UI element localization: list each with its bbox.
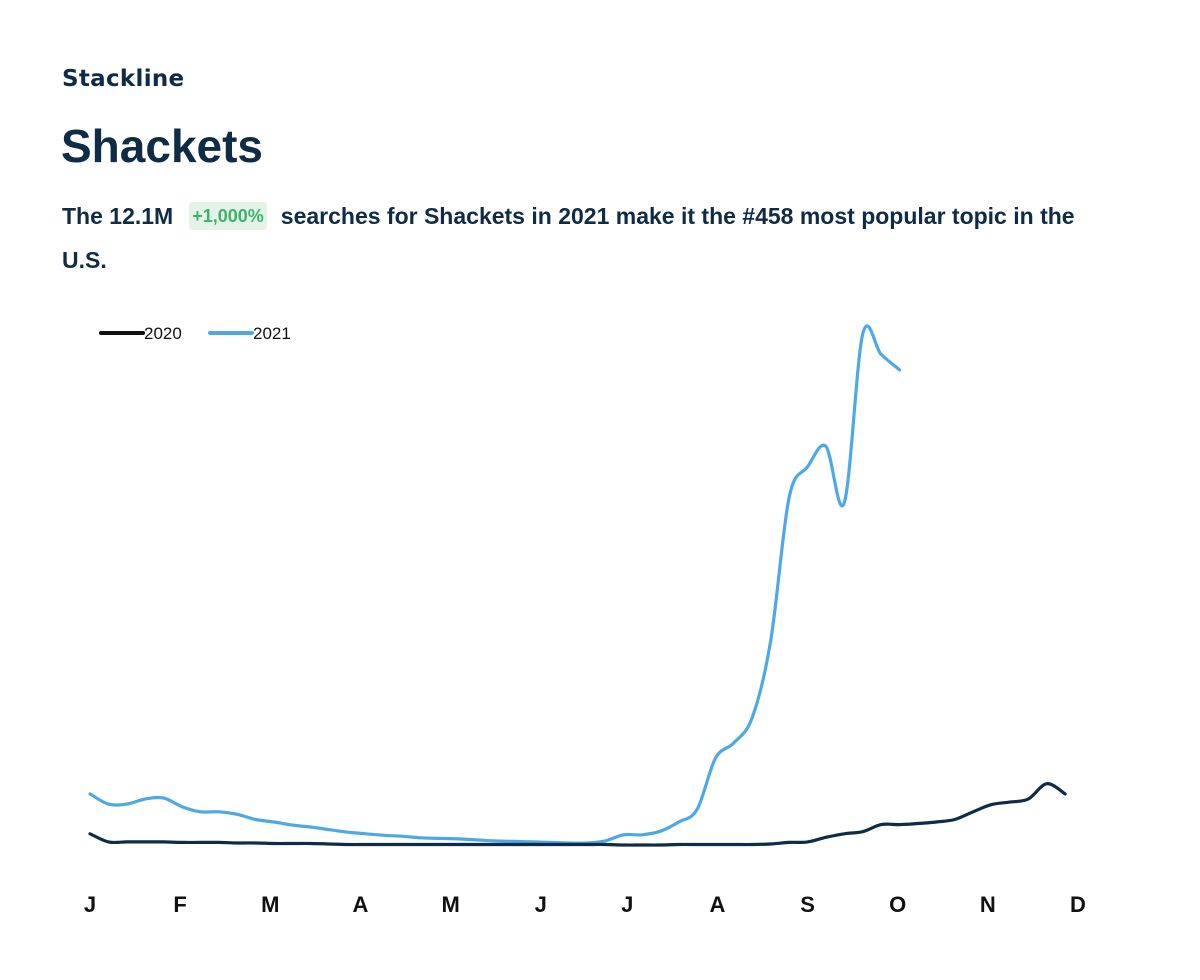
x-tick-label-7: A xyxy=(709,892,725,917)
x-tick-label-6: J xyxy=(621,892,633,917)
x-tick-label-1: F xyxy=(173,892,186,917)
x-tick-label-9: O xyxy=(889,892,906,917)
chart-legend: 2020 2021 xyxy=(99,324,291,343)
growth-badge: +1,000% xyxy=(189,202,267,230)
summary-prefix: The 12.1M xyxy=(62,203,174,229)
x-tick-label-4: M xyxy=(441,892,459,917)
brand-logo: Stackline xyxy=(62,66,185,92)
x-tick-label-10: N xyxy=(980,892,996,917)
legend-label-2020: 2020 xyxy=(144,324,182,343)
x-tick-label-8: S xyxy=(800,892,815,917)
x-tick-label-2: M xyxy=(261,892,279,917)
legend-label-2021: 2021 xyxy=(253,324,291,343)
x-tick-label-5: J xyxy=(535,892,547,917)
summary-suffix: searches for Shackets in 2021 make it th… xyxy=(62,203,1075,273)
series-line-2021 xyxy=(88,324,902,845)
summary-text: The 12.1M +1,000% searches for Shackets in… xyxy=(62,194,1102,282)
x-tick-label-0: J xyxy=(84,892,96,917)
page-title: Shackets xyxy=(61,120,264,172)
chart-series-layer xyxy=(88,324,1067,847)
search-trend-chart: 2020 2021 J F M A M J J A S O N D xyxy=(84,324,1086,917)
x-tick-label-11: D xyxy=(1070,892,1086,917)
x-tick-label-3: A xyxy=(353,892,369,917)
series-line-2020 xyxy=(88,782,1067,847)
